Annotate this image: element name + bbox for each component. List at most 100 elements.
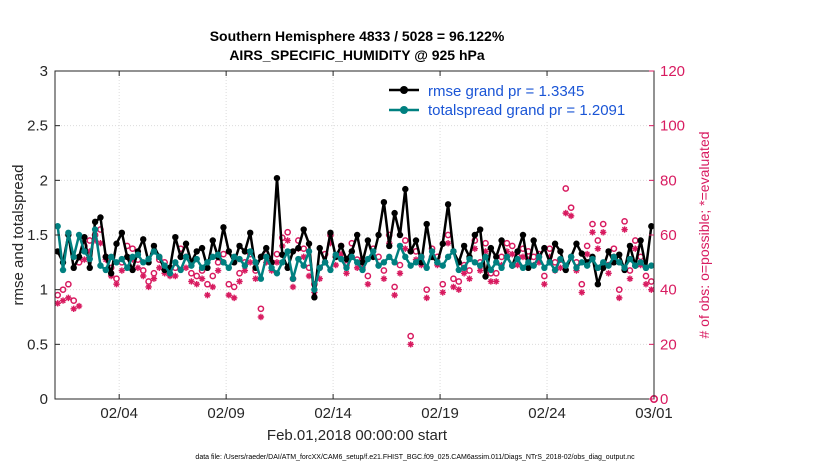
obs-possible-point [466, 267, 473, 274]
obs-possible-point [594, 237, 602, 244]
spread-point [616, 259, 623, 266]
rmse-point [551, 240, 559, 247]
rmse-point [337, 242, 345, 250]
spread-point [81, 248, 88, 255]
spread-point [134, 251, 142, 258]
obs-possible-point [401, 237, 409, 244]
rmse-point [380, 199, 388, 206]
rmse-point [482, 273, 489, 280]
spread-point [348, 253, 356, 261]
obs-evaluated-point [161, 270, 168, 277]
spread-point [107, 253, 115, 261]
rmse-point [204, 264, 211, 271]
obs-possible-point [621, 217, 628, 225]
spread-point [402, 253, 409, 261]
y-tick-label: 0 [40, 391, 48, 408]
spread-point [54, 223, 61, 230]
spread-point [214, 251, 222, 258]
rmse-point [573, 240, 580, 247]
rmse-point [530, 237, 537, 244]
rmse-point [557, 248, 564, 255]
spread-point [626, 255, 634, 263]
obs-possible-point [193, 272, 201, 280]
spread-point [605, 262, 612, 269]
obs-possible-point [450, 275, 457, 283]
rmse-point [54, 248, 61, 255]
rmse-point [353, 231, 361, 239]
obs-evaluated-point [97, 240, 104, 247]
obs-possible-point [503, 239, 511, 247]
y-right-tick-label: 20 [660, 336, 677, 353]
rmse-point [327, 229, 334, 237]
obs-evaluated-point [476, 267, 484, 274]
spread-point [353, 259, 361, 266]
obs-possible-point [65, 280, 72, 288]
spread-point [118, 255, 126, 263]
spread-point [311, 286, 318, 293]
spread-point [439, 262, 446, 269]
obs-possible-point [599, 220, 607, 228]
rmse-point [594, 281, 602, 288]
obs-possible-point [589, 220, 596, 228]
rmse-point [364, 237, 372, 244]
spread-point [514, 255, 521, 263]
spread-point [391, 259, 398, 266]
spread-point [332, 251, 339, 258]
x-tick-label: 03/01 [635, 405, 673, 422]
spread-point [300, 262, 307, 269]
rmse-point [407, 248, 414, 255]
spread-point [599, 259, 607, 266]
obs-evaluated-point [509, 250, 516, 258]
rmse-point [348, 248, 356, 255]
spread-point [198, 264, 206, 271]
obs-possible-point [236, 269, 243, 277]
spread-point [621, 264, 628, 271]
spread-point [460, 264, 468, 271]
legend-rmse-label: rmse grand pr = 1.3345 [428, 83, 584, 100]
obs-possible-point [59, 286, 67, 294]
obs-evaluated-point [273, 259, 281, 266]
spread-point [567, 253, 575, 261]
spread-point [166, 270, 174, 277]
obs-evaluated-point [557, 264, 564, 271]
obs-evaluated-point [284, 237, 291, 244]
obs-evaluated-point [193, 281, 200, 288]
spread-point [525, 259, 532, 266]
rmse-point [289, 248, 297, 255]
obs-evaluated-point [214, 267, 222, 274]
rmse-point [605, 248, 612, 255]
spread-point [316, 264, 323, 271]
obs-evaluated-point [65, 294, 72, 302]
obs-evaluated-point [471, 245, 479, 252]
rmse-point [113, 240, 120, 247]
obs-evaluated-point [519, 253, 527, 261]
rmse-point [241, 248, 249, 255]
spread-point [594, 264, 602, 271]
rmse-point [257, 253, 265, 261]
rmse-point [295, 244, 302, 252]
obs-evaluated-point [225, 291, 233, 299]
rmse-point [316, 244, 323, 252]
obs-evaluated-point [583, 250, 591, 258]
obs-evaluated-point [247, 259, 254, 266]
rmse-point [519, 231, 527, 239]
spread-point [225, 264, 233, 271]
y-axis-label: rmse and totalspread [10, 165, 27, 306]
rmse-point [263, 244, 270, 252]
obs-evaluated-point [241, 267, 249, 274]
obs-evaluated-point [337, 250, 345, 258]
rmse-point [150, 242, 158, 250]
obs-possible-point [642, 272, 650, 280]
spread-point [535, 253, 543, 261]
rmse-point [637, 237, 644, 244]
spread-point [193, 255, 200, 263]
spread-point [583, 262, 591, 269]
obs-evaluated-point [423, 294, 430, 302]
obs-evaluated-point [439, 289, 446, 296]
rmse-point [182, 240, 190, 247]
obs-evaluated-point [140, 272, 147, 280]
spread-point [257, 275, 265, 282]
obs-evaluated-point [236, 278, 243, 285]
obs-evaluated-point [113, 281, 120, 288]
